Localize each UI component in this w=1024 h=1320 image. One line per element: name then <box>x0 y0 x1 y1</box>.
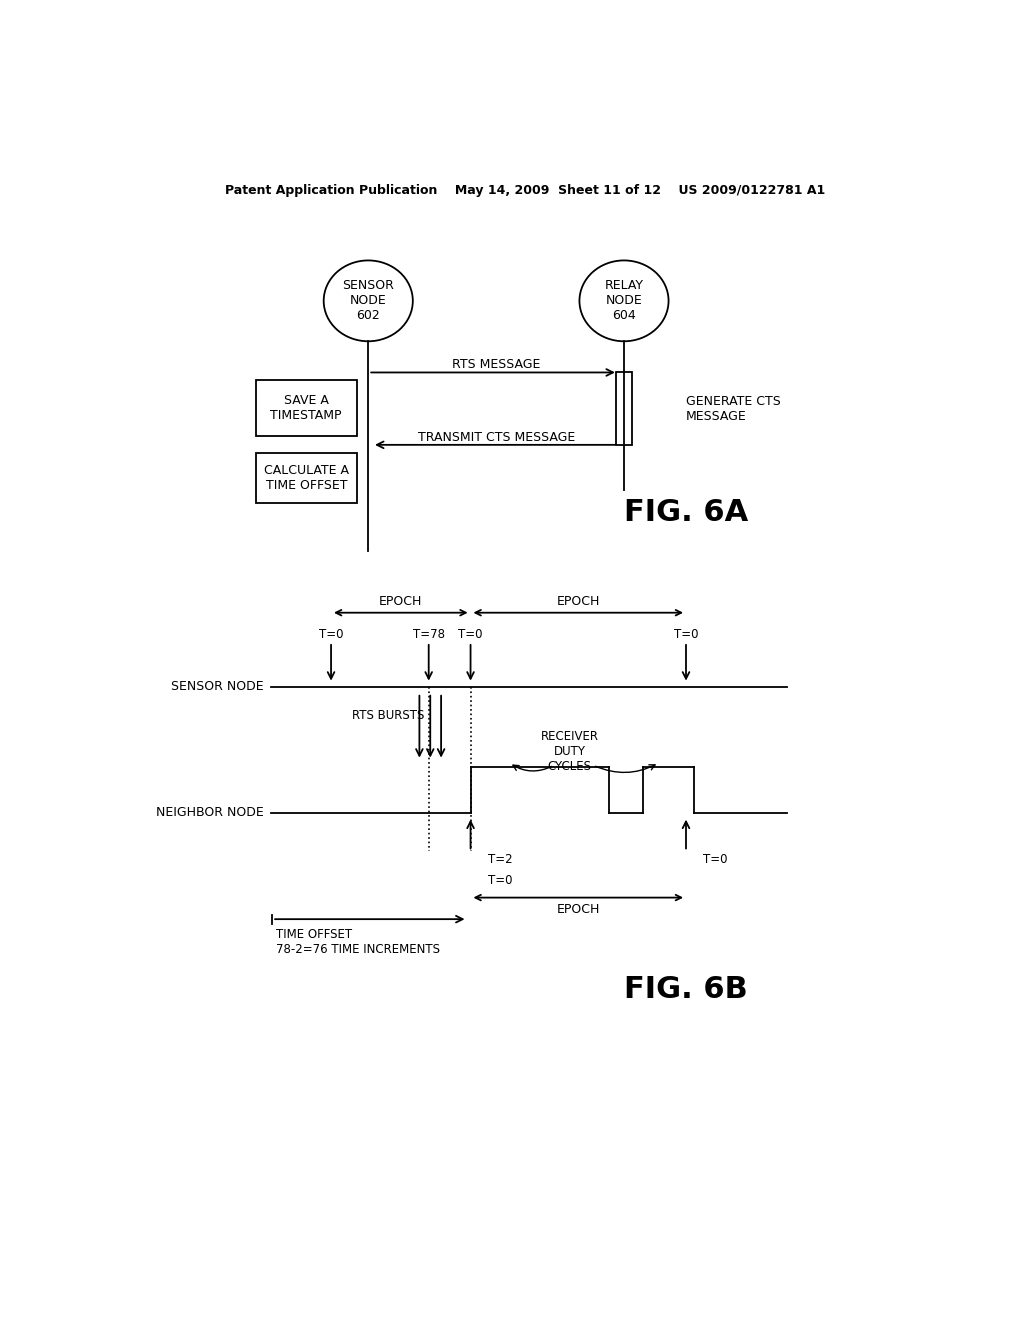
Text: T=78: T=78 <box>413 628 444 640</box>
Text: SENSOR
NODE
602: SENSOR NODE 602 <box>342 280 394 322</box>
Text: FIG. 6A: FIG. 6A <box>624 498 749 527</box>
Bar <box>256 453 356 503</box>
Text: FIG. 6B: FIG. 6B <box>624 975 748 1005</box>
Text: EPOCH: EPOCH <box>379 595 423 609</box>
Text: RECEIVER
DUTY
CYCLES: RECEIVER DUTY CYCLES <box>541 730 599 772</box>
Text: SAVE A
TIMESTAMP: SAVE A TIMESTAMP <box>270 393 342 422</box>
Text: CALCULATE A
TIME OFFSET: CALCULATE A TIME OFFSET <box>264 463 349 492</box>
Text: TRANSMIT CTS MESSAGE: TRANSMIT CTS MESSAGE <box>418 430 574 444</box>
Text: GENERATE CTS
MESSAGE: GENERATE CTS MESSAGE <box>686 395 780 422</box>
Text: RELAY
NODE
604: RELAY NODE 604 <box>604 280 643 322</box>
Bar <box>616 372 632 445</box>
Text: NEIGHBOR NODE: NEIGHBOR NODE <box>156 807 263 820</box>
Text: T=0: T=0 <box>703 853 727 866</box>
Text: T=0: T=0 <box>674 628 698 640</box>
Text: TIME OFFSET
78-2=76 TIME INCREMENTS: TIME OFFSET 78-2=76 TIME INCREMENTS <box>276 928 440 956</box>
Text: T=0: T=0 <box>318 628 343 640</box>
Text: T=2: T=2 <box>487 853 512 866</box>
Text: RTS BURSTS: RTS BURSTS <box>352 709 425 722</box>
Text: T=0: T=0 <box>459 628 482 640</box>
Text: T=0: T=0 <box>487 874 512 887</box>
Text: SENSOR NODE: SENSOR NODE <box>171 680 263 693</box>
Bar <box>256 380 356 436</box>
Text: Patent Application Publication    May 14, 2009  Sheet 11 of 12    US 2009/012278: Patent Application Publication May 14, 2… <box>224 185 825 197</box>
Text: EPOCH: EPOCH <box>557 903 600 916</box>
Text: RTS MESSAGE: RTS MESSAGE <box>452 358 541 371</box>
Text: EPOCH: EPOCH <box>557 595 600 609</box>
